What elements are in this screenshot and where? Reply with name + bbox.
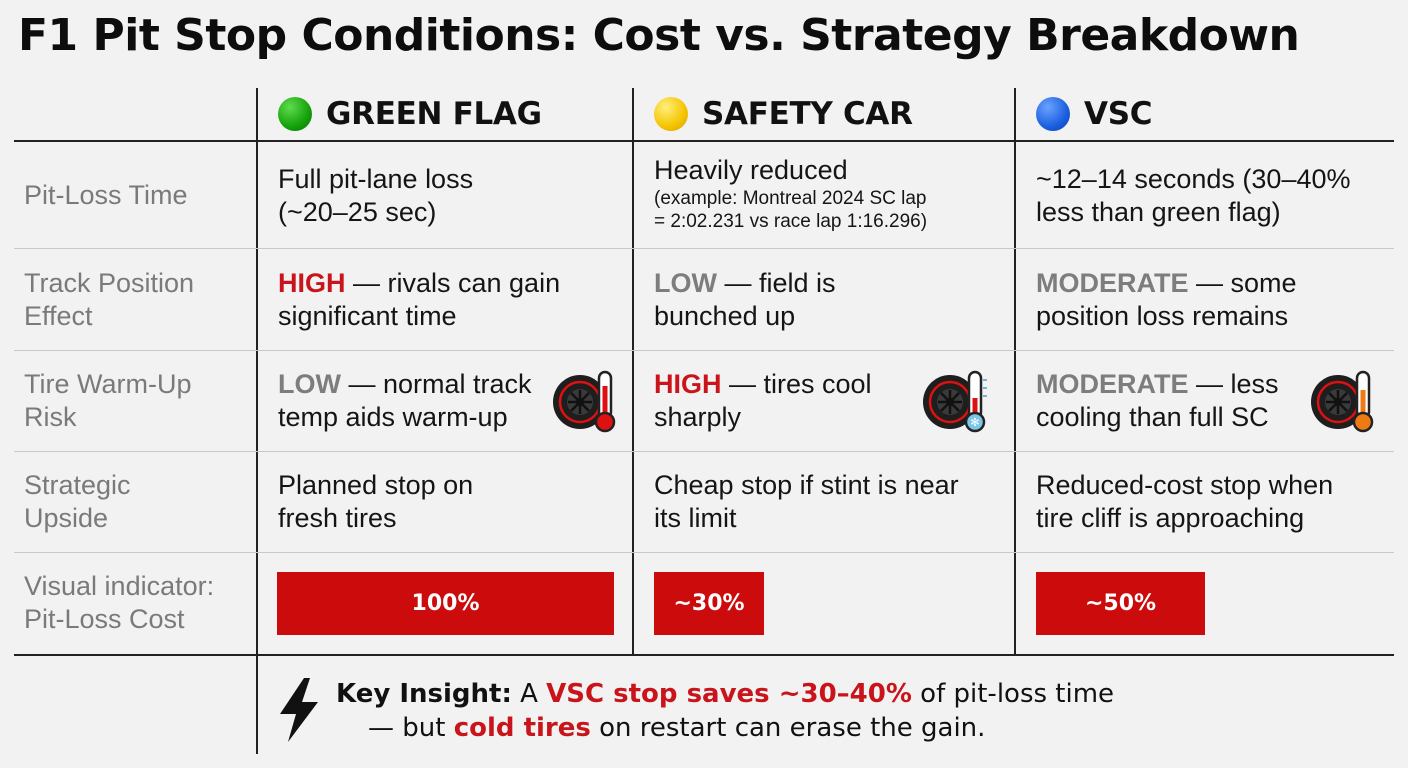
cell-green-strategic-upside: Planned stop on fresh tires <box>278 470 474 533</box>
tire-thermometer-hot-icon <box>553 370 616 433</box>
column-divider <box>632 88 634 654</box>
cell-sc-pit-loss: Heavily reduced (example: Montreal 2024 … <box>654 155 928 232</box>
column-divider <box>256 88 258 754</box>
header-rule <box>14 140 1394 142</box>
green-circle-icon <box>278 97 312 131</box>
cell-sc-track-position: LOW — field is bunched up <box>654 268 836 331</box>
level-high: HIGH <box>278 268 346 298</box>
row-divider <box>14 350 1394 351</box>
key-insight: Key Insight: A VSC stop saves ~30–40% of… <box>336 679 1115 743</box>
column-header-green-flag: GREEN FLAG <box>278 88 542 140</box>
row-divider <box>14 552 1394 553</box>
blue-circle-icon <box>1036 97 1070 131</box>
row-label-visual-indicator: Visual indicator: Pit-Loss Cost <box>24 571 215 634</box>
cell-vsc-tire-warmup: MODERATE — less cooling than full SC <box>1036 369 1279 432</box>
level-moderate: MODERATE <box>1036 268 1189 298</box>
cell-green-pit-loss: Full pit-lane loss (~20–25 sec) <box>278 164 474 227</box>
lightning-bolt-icon <box>280 678 318 742</box>
cell-sc-tire-warmup: HIGH — tires cool sharply <box>654 369 872 432</box>
footer-rule <box>14 654 1394 656</box>
cell-vsc-track-position: MODERATE — some position loss remains <box>1036 268 1297 331</box>
tire-thermometer-warm-icon <box>1311 370 1374 433</box>
tire-thermometer-cold-icon: ✻ <box>923 370 987 433</box>
level-moderate: MODERATE <box>1036 369 1189 399</box>
row-label-strategic-upside: Strategic Upside <box>24 470 131 533</box>
row-label-tire-warmup: Tire Warm-Up Risk <box>24 369 192 432</box>
column-header-safety-car: SAFETY CAR <box>654 88 913 140</box>
level-low: LOW <box>654 268 717 298</box>
pit-loss-cost-bar-green-flag: 100% <box>277 572 614 635</box>
yellow-circle-icon <box>654 97 688 131</box>
column-divider <box>1014 88 1016 654</box>
row-label-pit-loss-time: Pit-Loss Time <box>24 180 188 210</box>
cell-green-track-position: HIGH — rivals can gain significant time <box>278 268 561 331</box>
cell-sc-strategic-upside: Cheap stop if stint is near its limit <box>654 470 959 533</box>
pit-loss-cost-bar-vsc: ~50% <box>1036 572 1205 635</box>
svg-text:✻: ✻ <box>970 416 979 429</box>
pit-loss-cost-bar-safety-car: ~30% <box>654 572 764 635</box>
level-low: LOW <box>278 369 341 399</box>
page-title: F1 Pit Stop Conditions: Cost vs. Strateg… <box>18 10 1300 61</box>
cell-vsc-strategic-upside: Reduced-cost stop when tire cliff is app… <box>1036 470 1334 533</box>
row-label-track-position: Track Position Effect <box>24 268 195 331</box>
row-divider <box>14 248 1394 249</box>
column-header-vsc: VSC <box>1036 88 1152 140</box>
level-high: HIGH <box>654 369 722 399</box>
row-divider <box>14 451 1394 452</box>
cell-vsc-pit-loss: ~12–14 seconds (30–40% less than green f… <box>1036 164 1351 227</box>
cell-green-tire-warmup: LOW — normal track temp aids warm-up <box>278 369 532 432</box>
